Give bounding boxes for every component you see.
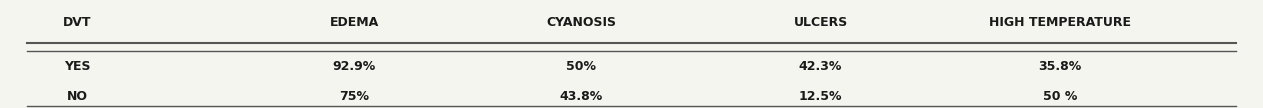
- Text: 12.5%: 12.5%: [798, 90, 842, 103]
- Text: YES: YES: [63, 60, 90, 73]
- Text: 42.3%: 42.3%: [798, 60, 842, 73]
- Text: DVT: DVT: [63, 16, 91, 29]
- Text: 92.9%: 92.9%: [332, 60, 376, 73]
- Text: CYANOSIS: CYANOSIS: [546, 16, 616, 29]
- Text: HIGH TEMPERATURE: HIGH TEMPERATURE: [989, 16, 1130, 29]
- Text: 35.8%: 35.8%: [1038, 60, 1081, 73]
- Text: ULCERS: ULCERS: [793, 16, 847, 29]
- Text: NO: NO: [67, 90, 87, 103]
- Text: 75%: 75%: [340, 90, 369, 103]
- Text: 50 %: 50 %: [1043, 90, 1077, 103]
- Text: 50%: 50%: [566, 60, 596, 73]
- Text: EDEMA: EDEMA: [330, 16, 379, 29]
- Text: 43.8%: 43.8%: [560, 90, 602, 103]
